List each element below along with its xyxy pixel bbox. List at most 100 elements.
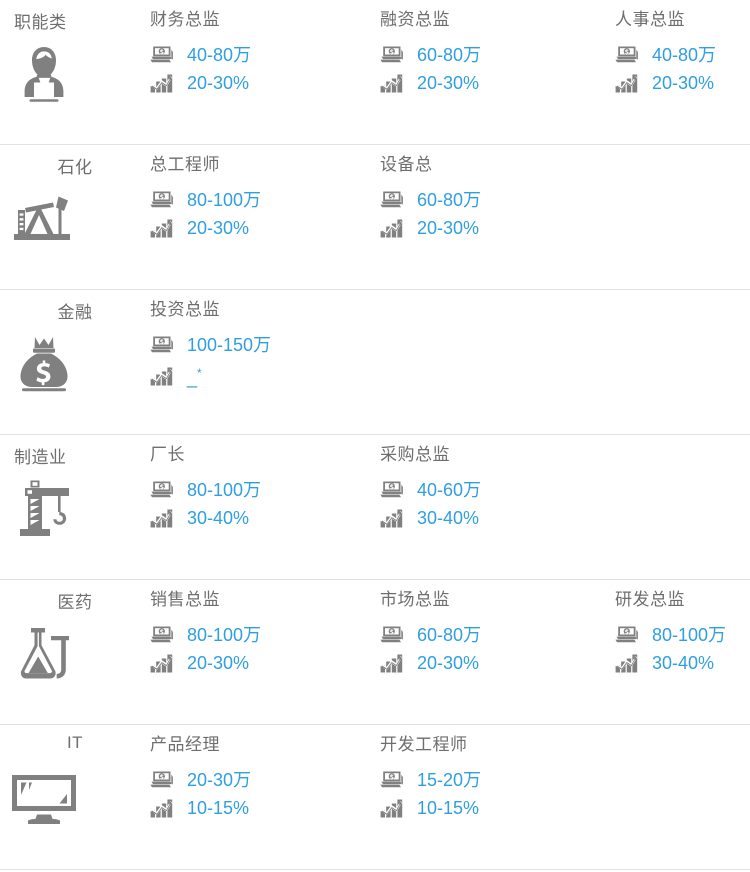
bar-chart-trend-icon <box>150 217 176 239</box>
growth-metric: 20-30% <box>380 217 479 239</box>
growth-value: 20-30% <box>417 653 480 673</box>
salary-metric: 40-60万 <box>380 479 481 501</box>
banknotes-icon <box>150 189 176 211</box>
job-title: 市场总监 <box>380 590 450 609</box>
growth-value: 20-30% <box>187 653 250 673</box>
bar-chart-trend-icon <box>150 797 176 819</box>
job-title: 人事总监 <box>615 10 685 29</box>
banknotes-icon <box>150 479 176 501</box>
growth-value: 10-15% <box>187 798 250 818</box>
category-cell: 石化 <box>0 145 150 289</box>
job-title: 厂长 <box>150 445 185 464</box>
growth-metric: 30-40% <box>380 507 479 529</box>
category-cell: 医药 <box>0 580 150 724</box>
banknotes-icon <box>615 624 641 646</box>
growth-value: 10-15% <box>417 798 480 818</box>
job-title: 总工程师 <box>150 155 220 174</box>
job-title: 财务总监 <box>150 10 220 29</box>
growth-metric: 20-30% <box>380 72 479 94</box>
salary-value: 40-80万 <box>652 45 717 65</box>
crane-icon <box>8 477 80 543</box>
category-cell: 职能类 <box>0 0 150 144</box>
growth-value: 20-30% <box>417 218 480 238</box>
money-bag-icon <box>8 332 80 398</box>
salary-value: 60-80万 <box>417 45 482 65</box>
salary-metric: 80-100万 <box>150 479 261 501</box>
job-title: 采购总监 <box>380 445 450 464</box>
job-title: 融资总监 <box>380 10 450 29</box>
category-row: IT 产品经理 20-30万 <box>0 725 750 870</box>
salary-metric: 40-80万 <box>615 44 716 66</box>
growth-value: 30-40% <box>187 508 250 528</box>
salary-value: 80-100万 <box>187 480 262 500</box>
salary-value: 60-80万 <box>417 190 482 210</box>
growth-value: _* <box>187 366 202 388</box>
salary-value: 40-80万 <box>187 45 252 65</box>
banknotes-icon <box>380 44 406 66</box>
salary-metric: 100-150万 <box>150 334 271 356</box>
salary-value: 20-30万 <box>187 770 252 790</box>
salary-value: 60-80万 <box>417 625 482 645</box>
bar-chart-trend-icon <box>380 652 406 674</box>
category-row: 医药 销售总监 80-100万 2 <box>0 580 750 725</box>
category-cell: 金融 <box>0 290 150 434</box>
job-cell: 设备总 60-80万 20-30% <box>380 145 610 289</box>
bar-chart-trend-icon <box>380 72 406 94</box>
category-label: IT <box>66 733 84 752</box>
bar-chart-trend-icon <box>380 507 406 529</box>
category-label: 职能类 <box>14 13 67 32</box>
growth-metric: 20-30% <box>380 652 479 674</box>
job-cell: 投资总监 100-150万 _* <box>150 290 380 434</box>
job-cell: 人事总监 40-80万 20-30% <box>615 0 750 144</box>
banknotes-icon <box>380 769 406 791</box>
growth-metric: 10-15% <box>150 797 249 819</box>
category-label: 制造业 <box>14 448 67 467</box>
bar-chart-trend-icon <box>150 652 176 674</box>
category-label: 医药 <box>57 593 93 612</box>
category-row: 制造业 厂长 <box>0 435 750 580</box>
banknotes-icon <box>150 334 176 356</box>
banknotes-icon <box>150 769 176 791</box>
salary-value: 80-100万 <box>187 190 262 210</box>
job-cell: 市场总监 60-80万 20-30% <box>380 580 610 724</box>
banknotes-icon <box>150 624 176 646</box>
category-cell: IT <box>0 725 150 869</box>
growth-value: 30-40% <box>417 508 480 528</box>
salary-metric: 80-100万 <box>150 624 261 646</box>
salary-metric: 80-100万 <box>615 624 726 646</box>
monitor-icon <box>8 767 80 833</box>
growth-metric: 20-30% <box>615 72 714 94</box>
growth-metric: 20-30% <box>150 652 249 674</box>
category-label: 石化 <box>57 158 93 177</box>
category-cell: 制造业 <box>0 435 150 579</box>
oil-pumpjack-icon <box>8 187 80 253</box>
job-title: 研发总监 <box>615 590 685 609</box>
growth-value: 20-30% <box>417 73 480 93</box>
salary-metric: 60-80万 <box>380 44 481 66</box>
bar-chart-trend-icon <box>150 365 176 387</box>
salary-metric: 60-80万 <box>380 624 481 646</box>
growth-metric: 30-40% <box>150 507 249 529</box>
banknotes-icon <box>615 44 641 66</box>
job-title: 产品经理 <box>150 735 220 754</box>
bar-chart-trend-icon <box>150 72 176 94</box>
bar-chart-trend-icon <box>615 652 641 674</box>
growth-value: 30-40% <box>652 653 715 673</box>
growth-metric: 30-40% <box>615 652 714 674</box>
banknotes-icon <box>380 479 406 501</box>
banknotes-icon <box>380 189 406 211</box>
bar-chart-trend-icon <box>150 507 176 529</box>
growth-value: 20-30% <box>652 73 715 93</box>
salary-metric: 40-80万 <box>150 44 251 66</box>
salary-value: 100-150万 <box>187 335 272 355</box>
category-row: 石化 总工程师 <box>0 145 750 290</box>
bar-chart-trend-icon <box>380 217 406 239</box>
salary-value: 80-100万 <box>187 625 262 645</box>
banknotes-icon <box>380 624 406 646</box>
salary-metric: 15-20万 <box>380 769 481 791</box>
bar-chart-trend-icon <box>380 797 406 819</box>
job-cell: 采购总监 40-60万 30-40% <box>380 435 610 579</box>
salary-metric: 80-100万 <box>150 189 261 211</box>
job-cell: 厂长 80-100万 30-40% <box>150 435 380 579</box>
